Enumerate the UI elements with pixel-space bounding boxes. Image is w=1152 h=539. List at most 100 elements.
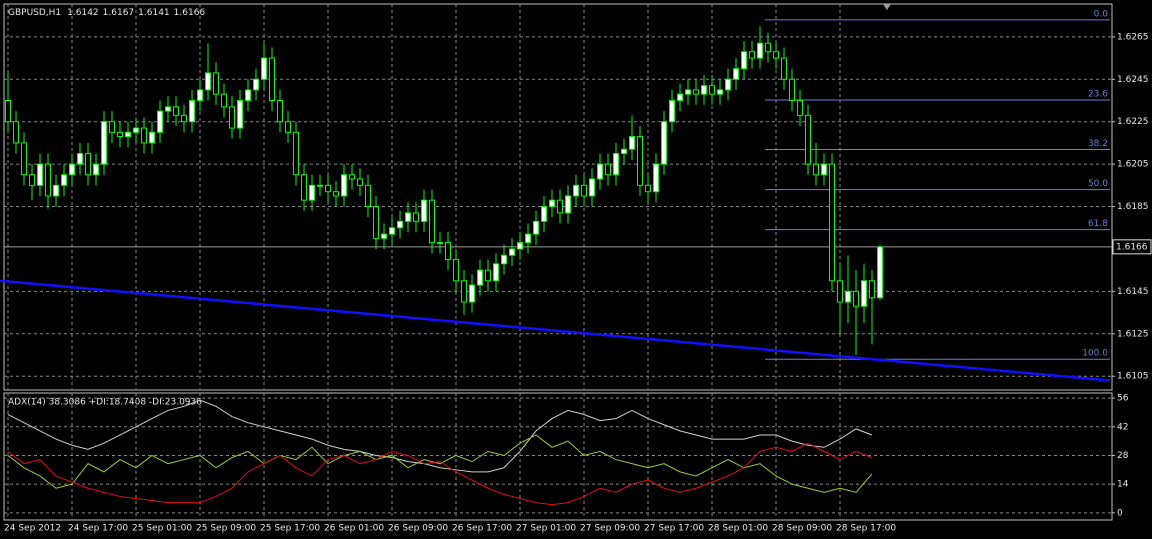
candle-body	[541, 206, 547, 222]
candle-body	[645, 184, 651, 193]
candle-body	[789, 78, 795, 101]
candle-body	[45, 163, 51, 197]
candle-body	[685, 89, 691, 95]
candle-body	[117, 131, 123, 138]
candle-body	[733, 68, 739, 80]
y-tick-label: 1.6105	[1117, 372, 1149, 382]
candle-body	[197, 89, 203, 102]
candle-body	[765, 42, 771, 53]
candle-body	[709, 85, 715, 95]
x-tick-label: 28 Sep 17:00	[836, 524, 896, 534]
chart-header: GBPUSD,H1 1.6142 1.6167 1.6141 1.6166	[8, 8, 205, 18]
candle-body	[669, 100, 675, 123]
candle-body	[533, 220, 539, 235]
candle-body	[589, 178, 595, 197]
candle-body	[245, 89, 251, 102]
candle-body	[301, 174, 307, 201]
candle-body	[469, 284, 475, 303]
candle-body	[237, 100, 243, 129]
y-tick-label: 1.6245	[1117, 75, 1149, 85]
candle-body	[453, 259, 459, 282]
candle-body	[53, 184, 59, 197]
candle-body	[613, 153, 619, 176]
x-tick-label: 27 Sep 17:00	[644, 524, 704, 534]
last-price-label: 1.6166	[1116, 242, 1148, 252]
candle-body	[133, 127, 139, 133]
x-tick-label: 25 Sep 17:00	[260, 524, 320, 534]
candle-body	[517, 242, 523, 250]
candle-body	[757, 42, 763, 59]
candle-body	[285, 121, 291, 133]
candle-body	[701, 85, 707, 95]
candle-body	[173, 106, 179, 116]
main-frame	[3, 3, 1113, 391]
candle-body	[485, 269, 491, 282]
y-tick-label: 1.6185	[1117, 202, 1149, 212]
fib-label: 38.2	[1088, 139, 1108, 149]
x-tick-label: 25 Sep 01:00	[132, 524, 192, 534]
candle-body	[653, 163, 659, 193]
candle-body	[157, 110, 163, 133]
fib-label: 100.0	[1082, 349, 1108, 359]
candle-body	[277, 100, 283, 123]
candle-body	[413, 212, 419, 222]
candle-body	[605, 163, 611, 176]
candle-body	[109, 121, 115, 133]
low-value: 1.6141	[138, 8, 170, 18]
x-tick-label: 24 Sep 17:00	[68, 524, 128, 534]
candle-body	[581, 184, 587, 197]
candle-body	[677, 93, 683, 101]
candle-body	[101, 121, 107, 165]
candle-body	[381, 233, 387, 239]
candle-body	[373, 206, 379, 239]
candle-body	[781, 57, 787, 80]
candle-body	[661, 121, 667, 165]
candle-body	[141, 127, 147, 144]
candle-body	[637, 136, 643, 186]
candle-body	[349, 174, 355, 180]
candle-body	[525, 233, 531, 244]
x-tick-label: 26 Sep 01:00	[324, 524, 384, 534]
candle-body	[461, 280, 467, 303]
candle-body	[573, 184, 579, 197]
candle-body	[869, 280, 875, 299]
y-tick-label: 1.6125	[1117, 329, 1149, 339]
candle-body	[549, 199, 555, 208]
indicator-title: ADX(14) 38.3086 +DI:18.7408 -DI:23.0936	[8, 398, 202, 408]
candle-body	[85, 153, 91, 176]
fib-label: 50.0	[1088, 179, 1108, 189]
candle-body	[357, 178, 363, 186]
candle-body	[125, 131, 131, 138]
candle-body	[797, 100, 803, 116]
close-value: 1.6166	[174, 8, 206, 18]
y-tick-label: 42	[1117, 422, 1128, 432]
candle-body	[5, 100, 11, 123]
candle-body	[93, 163, 99, 176]
candle-body	[501, 254, 507, 265]
candle-body	[293, 131, 299, 176]
candle-body	[837, 280, 843, 303]
x-tick-label: 24 Sep 2012	[4, 524, 61, 534]
candle-body	[21, 142, 27, 176]
candle-body	[749, 51, 755, 59]
candle-body	[333, 191, 339, 197]
x-tick-label: 27 Sep 01:00	[516, 524, 576, 534]
candle-body	[565, 195, 571, 214]
symbol: GBPUSD,H1	[8, 8, 61, 18]
candle-body	[805, 114, 811, 165]
candle-body	[397, 220, 403, 229]
candle-body	[861, 280, 867, 307]
candle-body	[325, 184, 331, 193]
y-tick-label: 1.6145	[1117, 287, 1149, 297]
shift-marker	[883, 4, 891, 10]
candle-body	[341, 174, 347, 197]
candle-body	[221, 93, 227, 108]
candle-body	[421, 199, 427, 222]
candle-body	[37, 163, 43, 186]
fib-label: 23.6	[1088, 89, 1108, 99]
open-value: 1.6142	[67, 8, 99, 18]
y-tick-label: 1.6225	[1117, 117, 1149, 127]
last-price-box	[1112, 239, 1152, 255]
candle-body	[13, 121, 19, 144]
